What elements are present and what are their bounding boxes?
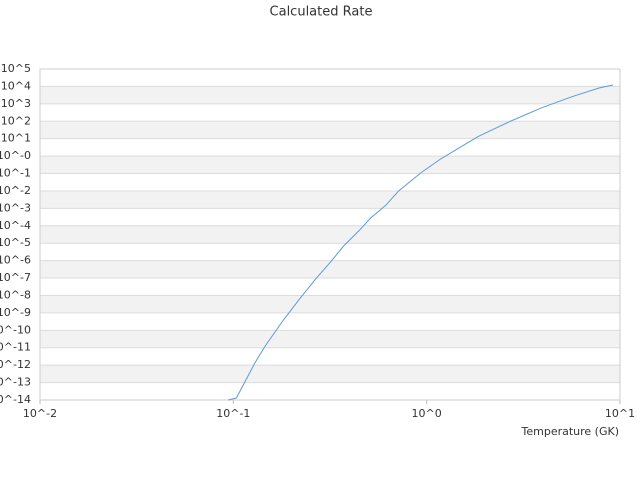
y-tick-label: 10^-7 <box>0 271 31 284</box>
y-tick-label: 10^-3 <box>0 201 31 214</box>
y-tick-label: 10^2 <box>1 114 31 127</box>
y-tick-label: 10^-4 <box>0 219 31 232</box>
y-tick-label: 10^-0 <box>0 149 31 162</box>
x-tick-label: 10^0 <box>412 407 442 420</box>
grid-band <box>40 260 620 279</box>
grid-band <box>40 225 620 244</box>
x-tick-label: 10^1 <box>605 407 635 420</box>
y-tick-label: 10^-2 <box>0 184 31 197</box>
y-tick-label: 10^-12 <box>0 358 31 371</box>
x-tick-label: 10^-2 <box>23 407 57 420</box>
y-tick-label: 10^-13 <box>0 376 31 389</box>
grid-band <box>40 365 620 383</box>
y-tick-label: 10^1 <box>1 132 31 145</box>
y-tick-label: 10^-10 <box>0 323 31 336</box>
grid-band <box>40 330 620 348</box>
y-tick-label: 10^-5 <box>0 236 31 249</box>
grid-band <box>40 190 620 209</box>
y-tick-label: 10^4 <box>1 79 31 92</box>
chart-title: Calculated Rate <box>270 5 373 20</box>
plot-border <box>39 68 621 401</box>
x-axis-label: Temperature (GK) <box>521 425 620 438</box>
y-tick-label: 10^-14 <box>0 393 31 406</box>
data-line <box>228 84 614 401</box>
grid-band <box>40 295 620 313</box>
y-tick-label: 10^-1 <box>0 167 31 180</box>
y-tick-label: 10^-6 <box>0 254 31 267</box>
grid-band <box>40 156 620 174</box>
y-tick-label: 10^5 <box>1 62 31 75</box>
y-tick-label: 10^3 <box>1 97 31 110</box>
y-tick-label: 10^-8 <box>0 288 31 301</box>
y-tick-label: 10^-11 <box>0 341 31 354</box>
grid-band <box>40 121 620 139</box>
grid-band <box>40 86 620 104</box>
x-tick-label: 10^-1 <box>216 407 250 420</box>
y-tick-label: 10^-9 <box>0 306 31 319</box>
